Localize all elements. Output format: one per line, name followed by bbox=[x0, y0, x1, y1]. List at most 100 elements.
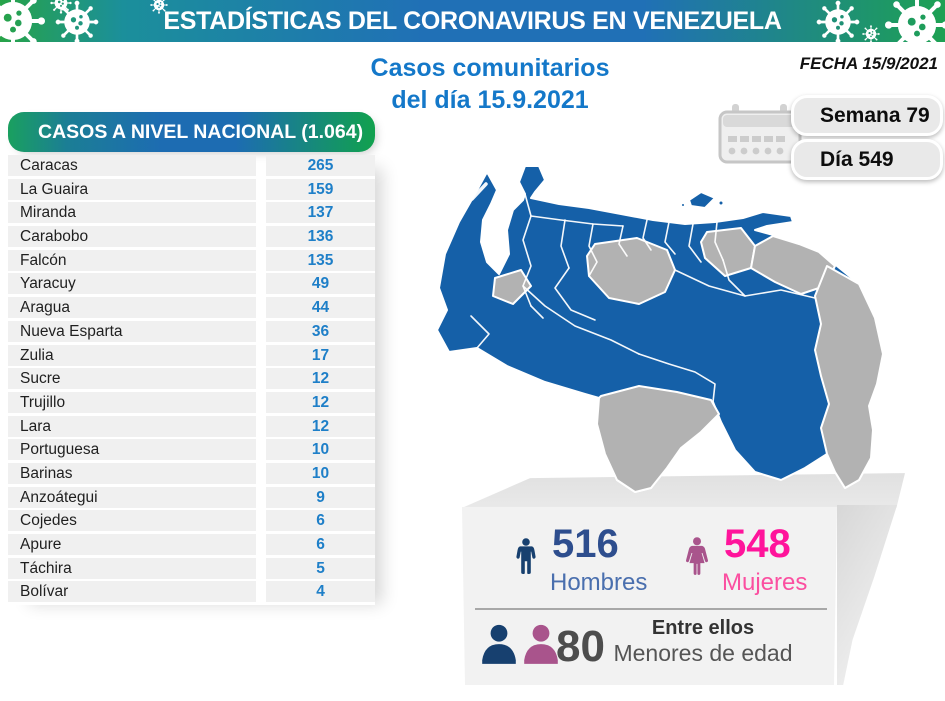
woman-icon bbox=[685, 537, 709, 575]
minors-count: 80 bbox=[556, 622, 605, 671]
map-region-gray-esequibo bbox=[814, 265, 884, 489]
state-name: Carabobo bbox=[8, 226, 256, 248]
table-row: Carabobo 136 bbox=[8, 226, 375, 248]
column-gap bbox=[256, 487, 266, 508]
state-cases-value: 12 bbox=[266, 368, 375, 390]
state-cases-value: 265 bbox=[266, 155, 375, 176]
column-gap bbox=[256, 179, 266, 200]
table-row: La Guaira 159 bbox=[8, 178, 375, 200]
column-gap bbox=[256, 250, 266, 271]
state-cases-value: 10 bbox=[266, 439, 375, 461]
state-cases-value: 6 bbox=[266, 534, 375, 555]
table-row: Aragua 44 bbox=[8, 297, 375, 319]
top-banner: ESTADÍSTICAS DEL CORONAVIRUS EN VENEZUEL… bbox=[0, 0, 945, 42]
column-gap bbox=[256, 392, 266, 413]
table-row: Miranda 137 bbox=[8, 202, 375, 224]
column-gap bbox=[256, 345, 266, 366]
page-title-line2: del día 15.9.2021 bbox=[391, 86, 589, 114]
minors-text: Entre ellos Menores de edad bbox=[608, 617, 798, 667]
column-gap bbox=[256, 273, 266, 294]
state-name: Aragua bbox=[8, 297, 256, 319]
state-name: Sucre bbox=[8, 368, 256, 390]
column-gap bbox=[256, 510, 266, 531]
page-title: Casos comunitarios del día 15.9.2021 bbox=[348, 52, 632, 116]
map-state-borders bbox=[470, 182, 816, 403]
table-row: Bolívar 4 bbox=[8, 581, 375, 603]
state-name: Bolívar bbox=[8, 581, 256, 603]
table-row: Nueva Esparta 36 bbox=[8, 320, 375, 342]
women-count: 548 bbox=[724, 522, 791, 566]
map-island-nueva-esparta bbox=[688, 191, 716, 209]
table-row: Trujillo 12 bbox=[8, 391, 375, 413]
table-rows: Caracas 265 La Guaira 159 Miranda 137 Carabobo… bbox=[8, 155, 375, 605]
state-cases-value: 49 bbox=[266, 273, 375, 295]
map-region-gray-guarico bbox=[586, 237, 676, 305]
column-gap bbox=[256, 297, 266, 318]
table-row: Apure 6 bbox=[8, 534, 375, 555]
men-count: 516 bbox=[552, 522, 619, 566]
pedestal-side bbox=[837, 505, 898, 685]
table-row: Caracas 265 bbox=[8, 155, 375, 176]
state-cases-value: 5 bbox=[266, 557, 375, 579]
table-row: Falcón 135 bbox=[8, 249, 375, 271]
state-name: Lara bbox=[8, 415, 256, 437]
state-name: Yaracuy bbox=[8, 273, 256, 295]
table-row: Sucre 12 bbox=[8, 368, 375, 390]
calendar-icon bbox=[718, 104, 802, 164]
state-name: Anzoátegui bbox=[8, 486, 256, 508]
column-gap bbox=[256, 416, 266, 437]
state-cases-value: 137 bbox=[266, 202, 375, 224]
state-cases-value: 159 bbox=[266, 178, 375, 200]
week-badge: Semana 79 bbox=[791, 95, 943, 136]
women-label: Mujeres bbox=[722, 569, 808, 596]
table-row: Portuguesa 10 bbox=[8, 439, 375, 461]
pedestal-floor bbox=[461, 473, 905, 508]
state-name: Cojedes bbox=[8, 510, 256, 532]
minors-line1: Entre ellos bbox=[651, 617, 755, 639]
table-row: Barinas 10 bbox=[8, 462, 375, 484]
state-cases-value: 9 bbox=[266, 486, 375, 508]
stats-panel bbox=[462, 507, 837, 685]
state-cases-value: 6 bbox=[266, 510, 375, 532]
column-gap bbox=[256, 155, 266, 176]
state-name: Caracas bbox=[8, 155, 256, 176]
table-row: Cojedes 6 bbox=[8, 510, 375, 532]
man-icon bbox=[516, 538, 536, 574]
state-cases-value: 10 bbox=[266, 462, 375, 484]
day-badge: Día 549 bbox=[791, 139, 943, 180]
date-label: FECHA 15/9/2021 bbox=[799, 54, 938, 73]
venezuela-map bbox=[436, 165, 884, 493]
map-region-gray-merida bbox=[492, 269, 532, 305]
column-gap bbox=[256, 534, 266, 555]
stats-divider bbox=[475, 608, 827, 610]
column-gap bbox=[256, 581, 266, 602]
state-name: Zulia bbox=[8, 344, 256, 366]
state-name: Apure bbox=[8, 534, 256, 555]
state-name: Falcón bbox=[8, 249, 256, 271]
state-name: La Guaira bbox=[8, 178, 256, 200]
state-name: Barinas bbox=[8, 462, 256, 484]
state-cases-value: 12 bbox=[266, 391, 375, 413]
page-title-line1: Casos comunitarios bbox=[370, 54, 610, 82]
table-header: CASOS A NIVEL NACIONAL (1.064) bbox=[8, 112, 375, 152]
state-cases-value: 135 bbox=[266, 249, 375, 271]
column-gap bbox=[256, 463, 266, 484]
table-row: Yaracuy 49 bbox=[8, 273, 375, 295]
table-row: Zulia 17 bbox=[8, 344, 375, 366]
state-name: Miranda bbox=[8, 202, 256, 224]
map-islet bbox=[680, 202, 686, 208]
column-gap bbox=[256, 321, 266, 342]
men-label: Hombres bbox=[550, 569, 648, 596]
column-gap bbox=[256, 202, 266, 223]
map-region-gray-amazonas bbox=[596, 385, 720, 493]
map-islet bbox=[717, 199, 725, 207]
female-bust-icon bbox=[524, 624, 558, 664]
minors-line2: Menores de edad bbox=[613, 640, 793, 666]
column-gap bbox=[256, 439, 266, 460]
state-cases-value: 44 bbox=[266, 297, 375, 319]
state-cases-value: 4 bbox=[266, 581, 375, 603]
state-cases-value: 12 bbox=[266, 415, 375, 437]
state-cases-value: 136 bbox=[266, 226, 375, 248]
state-cases-value: 17 bbox=[266, 344, 375, 366]
